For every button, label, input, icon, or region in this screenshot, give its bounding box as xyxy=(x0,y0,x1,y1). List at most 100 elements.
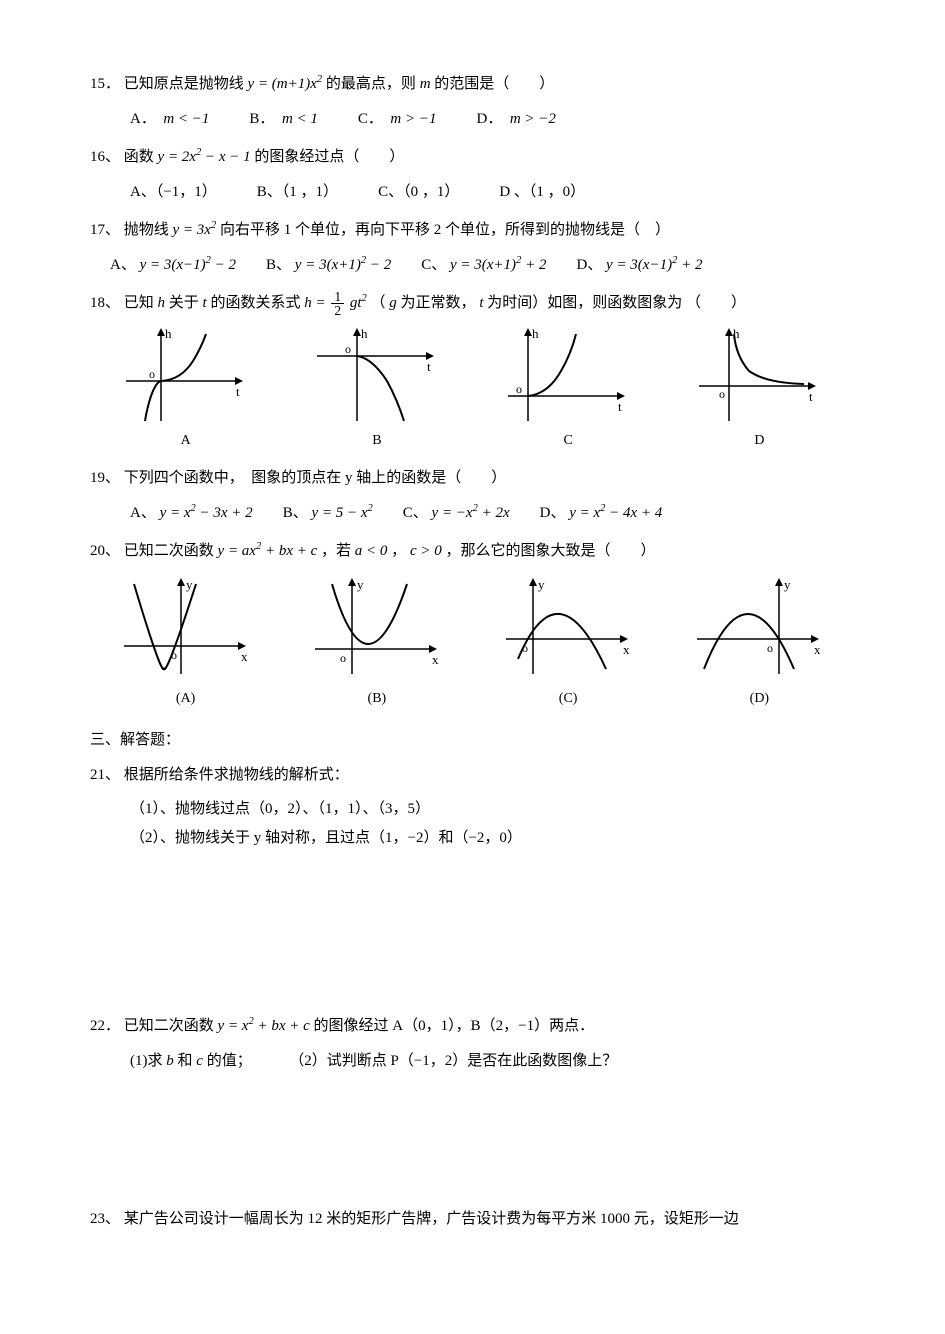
q19-opt-a: A、 y = x2 − 3x + 2 xyxy=(130,499,253,528)
graph-b-svg: y x o xyxy=(307,574,447,684)
question-17: 17、 抛物线 y = 3x2 向右平移 1 个单位，再向下平移 2 个单位，所… xyxy=(90,216,855,245)
svg-text:x: x xyxy=(814,642,821,657)
q15-text-c: 的范围是（ ） xyxy=(434,76,554,92)
svg-text:x: x xyxy=(241,649,248,664)
graph-c-svg: y x o xyxy=(498,574,638,684)
q18-label-b: B xyxy=(372,433,381,448)
q22-sub1-var2: c xyxy=(196,1053,203,1069)
q18-var-t: t xyxy=(203,295,207,311)
q18-graph-a: h t o A xyxy=(121,326,251,455)
q21-text: 根据所给条件求抛物线的解析式： xyxy=(124,767,349,783)
question-20: 20、 已知二次函数 y = ax2 + bx + c ，若 a < 0 ， c… xyxy=(90,537,855,566)
q18-num: 18、 xyxy=(90,295,120,311)
q20-graph-b: y x o (B) xyxy=(307,574,447,713)
q15-var: m xyxy=(420,76,431,92)
q22-sub1-label: (1)求 xyxy=(130,1053,163,1069)
q20-text-d: ，那么它的图象大致是（ ） xyxy=(445,543,655,559)
q23-text: 某广告公司设计一幅周长为 12 米的矩形广告牌，广告设计费为每平方米 1000 … xyxy=(124,1211,739,1227)
question-16: 16、 函数 y = 2x2 − x − 1 的图象经过点（ ） xyxy=(90,143,855,172)
q17-text-a: 抛物线 xyxy=(124,222,169,238)
q15-options: A． m < −1 B． m < 1 C． m > −1 D． m > −2 xyxy=(130,105,855,134)
q23-num: 23、 xyxy=(90,1211,120,1227)
q20-text-c: ， xyxy=(391,543,406,559)
svg-text:o: o xyxy=(719,387,725,401)
svg-text:o: o xyxy=(767,641,773,655)
q20-graph-a: y x o (A) xyxy=(116,574,256,713)
question-21: 21、 根据所给条件求抛物线的解析式： xyxy=(90,761,855,790)
q18-var-g: g xyxy=(389,295,397,311)
q22-sub1-end: 的值； xyxy=(207,1053,252,1069)
svg-text:h: h xyxy=(733,326,740,341)
q22-sub2: （2）试判断点 P（−1，2）是否在此函数图像上？ xyxy=(289,1053,617,1069)
section-3-header: 三、解答题： xyxy=(90,726,855,755)
q19-opt-b: B、 y = 5 − x2 xyxy=(283,499,373,528)
q18-text-c: 的函数关系式 xyxy=(210,295,300,311)
q22-eq: y = x2 + bx + c xyxy=(218,1018,314,1034)
q16-text-b: 的图象经过点（ ） xyxy=(254,149,404,165)
q17-opt-a: A、 y = 3(x−1)2 − 2 xyxy=(110,251,236,280)
q20-label-d: (D) xyxy=(750,691,769,706)
svg-text:h: h xyxy=(361,326,368,341)
q21-num: 21、 xyxy=(90,767,120,783)
graph-d-svg: h t o xyxy=(694,326,824,426)
svg-text:y: y xyxy=(538,577,545,592)
q15-opt-c: C． m > −1 xyxy=(358,105,437,134)
q20-cond2: c > 0 xyxy=(410,543,442,559)
svg-text:o: o xyxy=(522,641,528,655)
q18-label-a: A xyxy=(181,433,191,448)
q16-opt-b: B、（1 ，1） xyxy=(257,178,338,207)
q20-text-a: 已知二次函数 xyxy=(124,543,214,559)
q18-var-h: h xyxy=(158,295,166,311)
q17-num: 17、 xyxy=(90,222,120,238)
q20-graph-c: y x o (C) xyxy=(498,574,638,713)
q20-graphs: y x o (A) y x o (B) y x o ( xyxy=(90,574,855,713)
q18-text-d: （ xyxy=(371,295,390,311)
q18-text-e: 为正常数， xyxy=(401,295,476,311)
q16-text-a: 函数 xyxy=(124,149,154,165)
q17-options: A、 y = 3(x−1)2 − 2 B、 y = 3(x+1)2 − 2 C、… xyxy=(110,251,855,280)
q18-eq-r: gt2 xyxy=(350,295,367,311)
q18-text-b: 关于 xyxy=(169,295,199,311)
q21-sub2: （2）、抛物线关于 y 轴对称，且过点（1，−2）和（−2，0） xyxy=(130,824,855,853)
svg-text:t: t xyxy=(618,399,622,414)
q15-opt-d: D． m > −2 xyxy=(477,105,556,134)
q22-text-a: 已知二次函数 xyxy=(124,1018,214,1034)
q16-options: A、（−1，1） B、（1 ，1） C、（0 ，1） D 、（1 ，0） xyxy=(130,178,855,207)
q17-opt-d: D、 y = 3(x−1)2 + 2 xyxy=(576,251,702,280)
svg-text:o: o xyxy=(340,651,346,665)
svg-text:x: x xyxy=(432,652,439,667)
graph-c-svg: h t o xyxy=(503,326,633,426)
question-19: 19、 下列四个函数中， 图象的顶点在 y 轴上的函数是（ ） xyxy=(90,464,855,493)
svg-text:o: o xyxy=(516,382,522,396)
q18-frac: 12 xyxy=(331,290,344,318)
q18-graph-d: h t o D xyxy=(694,326,824,455)
q19-text: 下列四个函数中， 图象的顶点在 y 轴上的函数是（ ） xyxy=(124,470,507,486)
q15-opt-a: A． m < −1 xyxy=(130,105,209,134)
question-22: 22． 已知二次函数 y = x2 + bx + c 的图像经过 A（0，1），… xyxy=(90,1012,855,1041)
svg-text:y: y xyxy=(186,577,193,592)
q15-eq: y = (m+1)x2 xyxy=(248,76,326,92)
q16-opt-d: D 、（1 ，0） xyxy=(499,178,585,207)
q18-text-f: 为时间）如图，则函数图象为 （ ） xyxy=(487,295,746,311)
svg-text:t: t xyxy=(427,359,431,374)
q15-text-b: 的最高点，则 xyxy=(326,76,416,92)
svg-text:t: t xyxy=(236,384,240,399)
q18-var-t2: t xyxy=(479,295,483,311)
q16-eq: y = 2x2 − x − 1 xyxy=(158,149,255,165)
graph-a-svg: h t o xyxy=(121,326,251,426)
q20-label-b: (B) xyxy=(368,691,387,706)
svg-text:o: o xyxy=(171,648,177,662)
q17-opt-c: C、 y = 3(x+1)2 + 2 xyxy=(421,251,546,280)
question-23: 23、 某广告公司设计一幅周长为 12 米的矩形广告牌，广告设计费为每平方米 1… xyxy=(90,1205,855,1234)
q15-num: 15． xyxy=(90,76,120,92)
q18-text-a: 已知 xyxy=(124,295,154,311)
q17-eq: y = 3x2 xyxy=(173,222,217,238)
svg-text:y: y xyxy=(784,577,791,592)
q18-graph-c: h t o C xyxy=(503,326,633,455)
q20-graph-d: y x o (D) xyxy=(689,574,829,713)
q16-num: 16、 xyxy=(90,149,120,165)
q16-opt-c: C、（0 ，1） xyxy=(378,178,459,207)
q20-cond1: a < 0 xyxy=(355,543,388,559)
q19-opt-d: D、 y = x2 − 4x + 4 xyxy=(540,499,663,528)
q19-opt-c: C、 y = −x2 + 2x xyxy=(403,499,510,528)
